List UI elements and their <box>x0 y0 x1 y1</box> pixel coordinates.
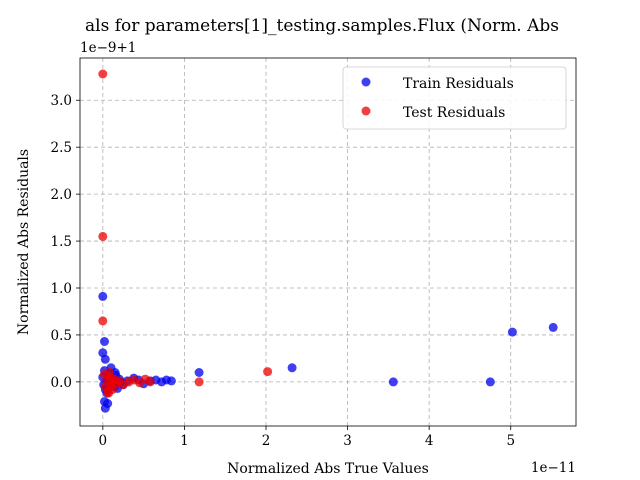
legend-marker-test <box>361 106 371 116</box>
y-tick-label: 3.0 <box>51 93 72 109</box>
test-residual-point <box>145 377 155 387</box>
x-axis-label: Normalized Abs True Values <box>227 461 429 477</box>
train-residual-point <box>100 337 109 346</box>
legend-label-test: Test Residuals <box>403 105 505 121</box>
y-offset-label: 1e−9+1 <box>80 40 136 56</box>
y-tick-label: 0.0 <box>51 375 72 391</box>
legend-marker-train <box>361 77 371 87</box>
y-tick-label: 1.5 <box>51 234 72 250</box>
x-tick-label: 3 <box>343 433 352 449</box>
y-tick-label: 0.5 <box>51 328 72 344</box>
train-residual-point <box>166 376 176 386</box>
x-offset-label: 1e−11 <box>531 460 576 476</box>
axis-ticks: 0 1 2 3 4 5 0.0 0.5 1.0 1.5 2.0 2.5 3.0 <box>51 93 516 449</box>
train-residual-point <box>485 377 495 387</box>
test-residual-point <box>98 69 108 79</box>
x-tick-label: 5 <box>506 433 515 449</box>
x-tick-label: 0 <box>99 433 108 449</box>
y-tick-label: 2.0 <box>51 187 72 203</box>
y-tick-label: 2.5 <box>51 140 72 156</box>
chart-title: als for parameters[1]_testing.samples.Fl… <box>85 16 559 36</box>
test-residual-point <box>98 231 108 241</box>
train-residual-point <box>98 291 108 301</box>
train-residual-point <box>507 327 517 337</box>
train-residual-point <box>103 399 113 408</box>
train-residual-point <box>388 377 398 387</box>
legend-label-train: Train Residuals <box>403 76 514 92</box>
train-residual-point <box>548 322 558 332</box>
train-residual-point <box>287 363 297 373</box>
test-residual-point <box>194 377 204 387</box>
legend: Train Residuals Test Residuals <box>342 66 567 130</box>
data-points <box>98 69 558 413</box>
x-tick-label: 2 <box>262 433 271 449</box>
legend-box <box>342 66 567 130</box>
test-residual-point <box>98 316 108 326</box>
x-tick-label: 1 <box>180 433 189 449</box>
grid-lines <box>80 58 576 426</box>
test-residual-point <box>263 367 273 377</box>
train-residual-point <box>194 368 204 377</box>
train-residual-point <box>100 354 110 364</box>
y-axis-label: Normalized Abs Residuals <box>16 149 32 335</box>
y-tick-label: 1.0 <box>51 281 72 297</box>
plot-frame <box>79 57 577 427</box>
x-tick-label: 4 <box>425 433 434 449</box>
